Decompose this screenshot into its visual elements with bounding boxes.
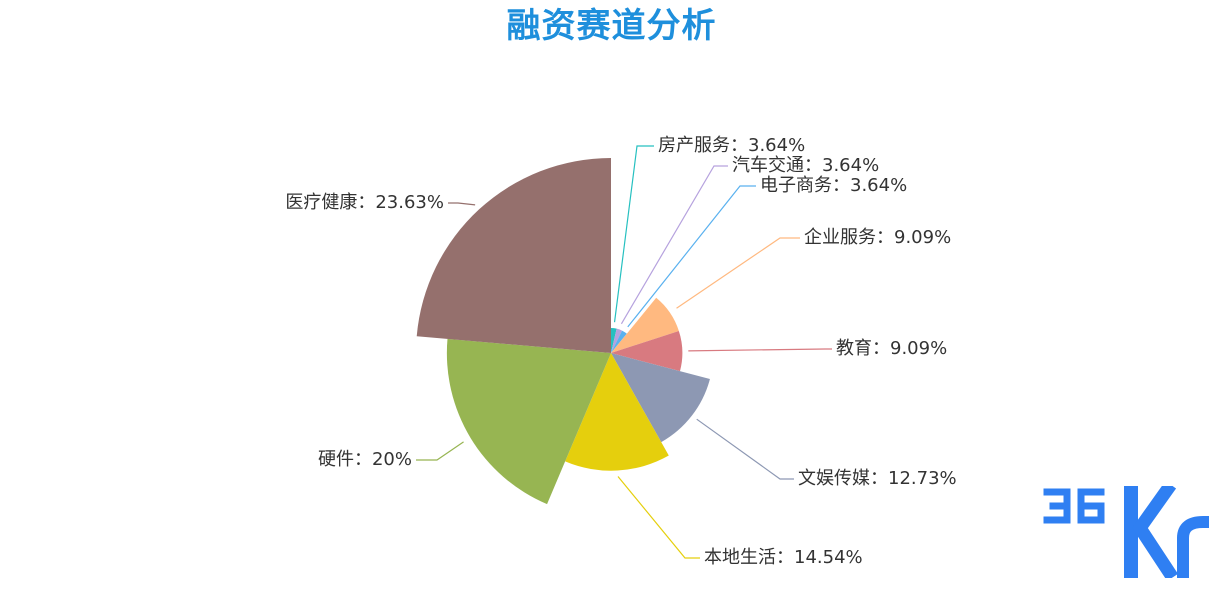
pie-slices bbox=[416, 158, 710, 505]
slice-label-1: 房产服务：3.64% bbox=[658, 135, 805, 156]
slice-label-7: 本地生活：14.54% bbox=[704, 547, 863, 568]
chart-title: 融资赛道分析 bbox=[506, 6, 717, 46]
leader-line-3 bbox=[627, 185, 756, 328]
pie-slice-1[interactable] bbox=[611, 328, 617, 353]
pie-slice-2[interactable] bbox=[611, 328, 623, 353]
leader-line-1 bbox=[613, 145, 654, 323]
leader-line-6 bbox=[696, 418, 794, 480]
36kr-logo bbox=[1043, 480, 1211, 582]
pie-slice-3[interactable] bbox=[611, 330, 627, 353]
leader-line-2 bbox=[620, 165, 728, 325]
slice-labels: 房产服务：3.64%汽车交通：3.64%电子商务：3.64% 企业服务：9.09%… bbox=[285, 135, 956, 568]
leader-line-4 bbox=[676, 237, 800, 309]
pie-slice-9[interactable] bbox=[416, 158, 611, 353]
slice-label-5: 教育：9.09% bbox=[836, 338, 947, 359]
pie-slice-4[interactable] bbox=[611, 297, 679, 353]
pie-slice-8[interactable] bbox=[446, 338, 611, 505]
pie-slice-7[interactable] bbox=[565, 353, 669, 471]
leader-line-9 bbox=[448, 202, 476, 206]
slice-label-3: 电子商务：3.64% bbox=[760, 175, 907, 196]
slice-label-6: 文娱传媒：12.73% bbox=[798, 468, 957, 489]
slice-label-4: 企业服务：9.09% bbox=[804, 227, 951, 248]
slice-label-8: 硬件：20% bbox=[318, 449, 412, 470]
slice-label-9: 医疗健康：23.63% bbox=[285, 192, 444, 213]
leader-line-5 bbox=[688, 348, 832, 352]
pie-slice-5[interactable] bbox=[611, 330, 683, 372]
slice-label-2: 汽车交通：3.64% bbox=[732, 155, 879, 176]
pie-slice-6[interactable] bbox=[611, 353, 710, 443]
leader-line-8 bbox=[416, 441, 464, 461]
leader-line-7 bbox=[617, 476, 700, 559]
label-leader-lines bbox=[416, 145, 832, 559]
